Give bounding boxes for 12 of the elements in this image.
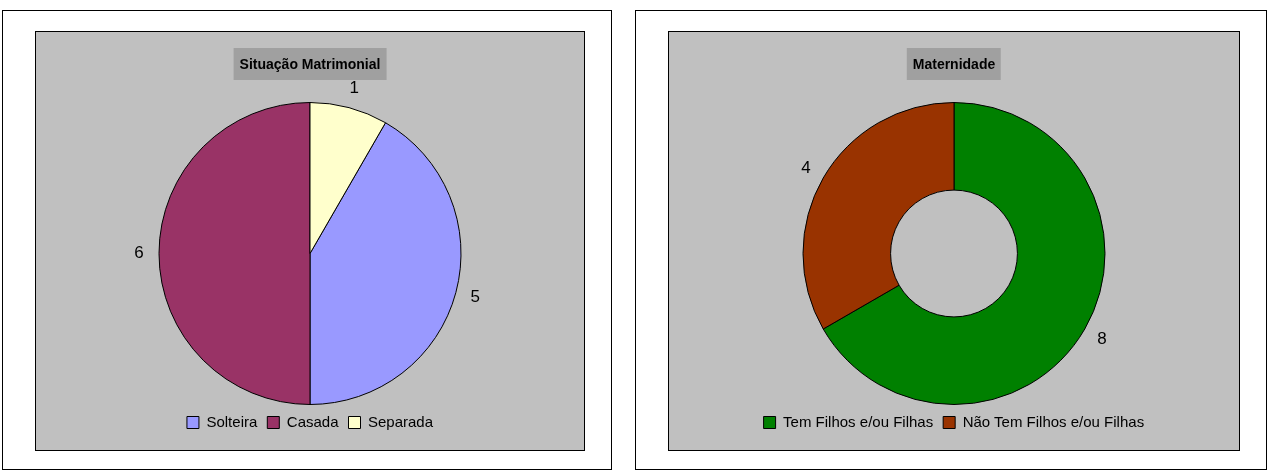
legend-label: Não Tem Filhos e/ou Filhas [962,412,1145,430]
legend-label: Casada [286,412,340,430]
legend-label: Tem Filhos e/ou Filhas [783,412,934,430]
data-label: 4 [801,157,811,177]
chart-title: Maternidade [906,48,1002,80]
data-label: 5 [470,287,480,307]
legend-label: Solteira [206,412,258,430]
chart-title: Situação Matrimonial [233,48,387,80]
data-label: 1 [349,78,359,98]
legend-label: Separada [368,412,434,430]
data-label: 8 [1097,328,1107,348]
data-label: 6 [134,243,144,263]
